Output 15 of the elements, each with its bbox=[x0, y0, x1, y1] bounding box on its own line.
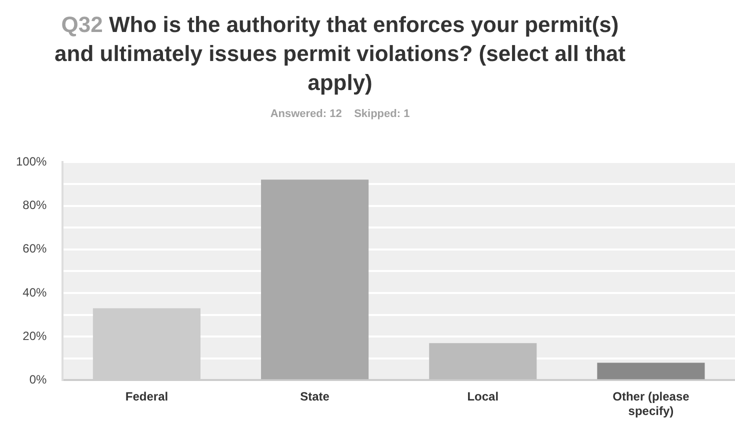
y-tick-label: 60% bbox=[22, 242, 48, 256]
x-tick-label: State bbox=[300, 390, 330, 404]
y-tick-label: 100% bbox=[16, 154, 48, 169]
bar bbox=[429, 343, 537, 380]
bar bbox=[597, 362, 705, 380]
bar bbox=[261, 180, 369, 380]
chart-subtitle: Answered: 12 Skipped: 1 bbox=[269, 108, 411, 120]
y-tick-label: 40% bbox=[22, 285, 48, 300]
x-tick-label: Other (please specify) bbox=[612, 390, 690, 418]
y-tick-label: 20% bbox=[22, 328, 48, 343]
y-tick-label: 80% bbox=[22, 198, 48, 212]
x-tick-label: Local bbox=[467, 390, 499, 404]
x-tick-label: Federal bbox=[125, 390, 168, 404]
chart-title: Q32 Who is the authority that enforces your permit(s) and ultimately issues permit violations? (select all that apply) bbox=[54, 11, 626, 97]
y-tick-label: 0% bbox=[29, 372, 48, 387]
